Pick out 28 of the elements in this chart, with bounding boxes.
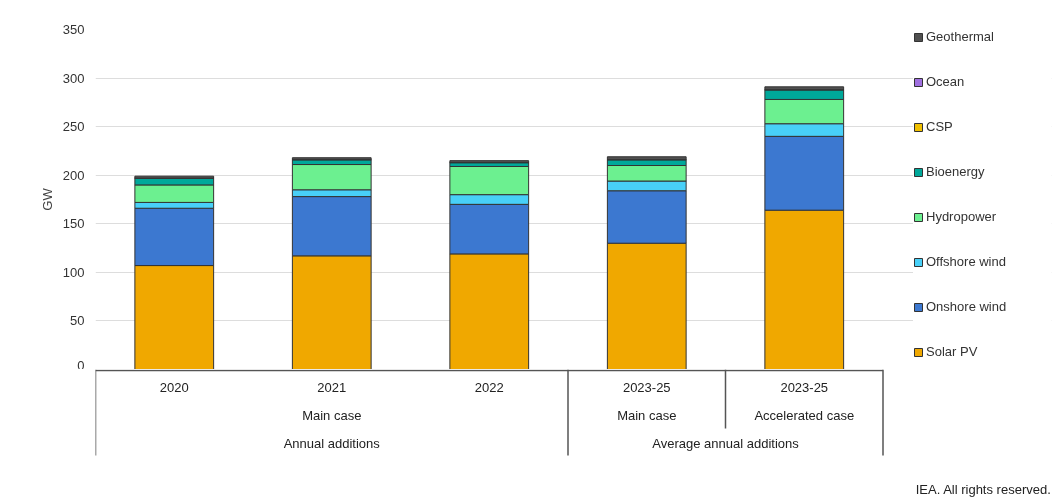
- y-tick-label: 50: [70, 313, 85, 329]
- legend-label: Ocean: [926, 74, 966, 89]
- y-tick-label: 250: [62, 119, 85, 135]
- y-tick-label: 300: [62, 70, 85, 86]
- legend-label: CSP: [926, 119, 954, 134]
- x-tick-label: 2021: [317, 380, 347, 395]
- text: Accelerated case: [754, 408, 855, 423]
- text: Main case: [617, 408, 677, 423]
- legend-label: Geothermal: [926, 29, 995, 44]
- y-tick-label: 0: [77, 357, 85, 373]
- legend-label: Bioenergy: [926, 164, 986, 179]
- text: Average annual additions: [652, 436, 800, 451]
- y-tick-label: 100: [62, 264, 85, 280]
- legend-label: Offshore wind: [926, 254, 1007, 269]
- legend-label: Hydropower: [926, 209, 998, 224]
- x-tick-label: 2023-25: [780, 380, 829, 395]
- text: Annual additions: [283, 436, 381, 451]
- y-tick-label: 200: [62, 167, 85, 183]
- text: Main case: [302, 408, 362, 423]
- x-tick-label: 2020: [159, 380, 189, 395]
- x-tick-label: 2022: [474, 380, 504, 395]
- y-axis-title: GW: [39, 187, 55, 211]
- text: IEA. All rights reserved.: [915, 482, 1051, 497]
- y-tick-label: 350: [62, 22, 85, 37]
- legend-label: Onshore wind: [926, 299, 1008, 314]
- x-tick-label: 2023-25: [622, 380, 671, 395]
- legend-label: Solar PV: [926, 344, 979, 359]
- y-tick-label: 150: [62, 216, 85, 232]
